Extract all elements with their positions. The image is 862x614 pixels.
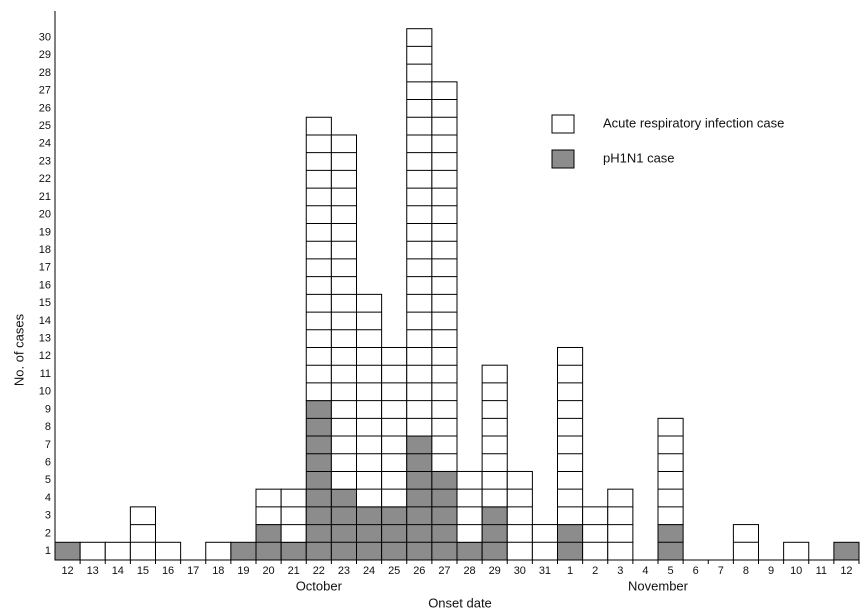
- month-label: October: [296, 578, 343, 593]
- y-tick-label: 24: [39, 138, 51, 150]
- y-tick-label: 9: [45, 403, 51, 415]
- y-tick-label: 30: [39, 31, 51, 43]
- bar-segment: [280, 541, 307, 561]
- y-tick-label: 20: [39, 209, 51, 221]
- x-tick-label: 10: [790, 565, 802, 577]
- x-tick-label: 1: [567, 565, 573, 577]
- legend-label: pH1N1 case: [603, 150, 675, 165]
- bar-segment: [481, 506, 508, 561]
- bar-segment: [381, 346, 408, 508]
- y-tick-label: 15: [39, 297, 51, 309]
- bar-segment: [280, 488, 307, 543]
- y-tick-label: 10: [39, 386, 51, 398]
- x-tick-label: 28: [463, 565, 475, 577]
- y-tick-label: 7: [45, 439, 51, 451]
- x-tick-label: 30: [514, 565, 526, 577]
- x-tick-label: 5: [668, 565, 674, 577]
- y-tick-label: 23: [39, 155, 51, 167]
- y-tick-label: 22: [39, 173, 51, 185]
- month-label: November: [628, 578, 689, 593]
- x-tick-label: 9: [768, 565, 774, 577]
- bar-segment: [205, 541, 232, 561]
- y-tick-label: 4: [45, 492, 51, 504]
- x-axis-label: Onset date: [428, 595, 492, 610]
- x-tick-label: 13: [87, 565, 99, 577]
- legend-swatch: [551, 149, 575, 169]
- bar-segment: [783, 541, 810, 561]
- bar-segment: [456, 541, 483, 561]
- bar-segment: [406, 28, 433, 437]
- bar-segment: [155, 541, 182, 561]
- y-tick-label: 17: [39, 262, 51, 274]
- y-tick-label: 21: [39, 191, 51, 203]
- y-tick-label: 2: [45, 527, 51, 539]
- y-tick-label: 18: [39, 244, 51, 256]
- x-tick-label: 14: [112, 565, 124, 577]
- x-tick-label: 20: [262, 565, 274, 577]
- y-tick-label: 3: [45, 510, 51, 522]
- x-tick-label: 2: [592, 565, 598, 577]
- y-tick-label: 19: [39, 226, 51, 238]
- legend-label: Acute respiratory infection case: [603, 115, 784, 130]
- x-tick-label: 11: [816, 565, 827, 577]
- bar-segment: [833, 541, 860, 561]
- legend-swatch: [551, 114, 575, 134]
- y-tick-label: 13: [39, 333, 51, 345]
- bar-segment: [356, 506, 383, 561]
- x-tick-label: 12: [61, 565, 73, 577]
- y-tick-label: 16: [39, 279, 51, 291]
- bar-segment: [305, 400, 332, 561]
- bar-segment: [406, 435, 433, 561]
- y-tick-label: 26: [39, 102, 51, 114]
- bar-segment: [431, 470, 458, 561]
- y-tick-label: 8: [45, 421, 51, 433]
- x-tick-label: 22: [313, 565, 325, 577]
- bar-segment: [230, 541, 257, 561]
- y-axis-label: No. of cases: [11, 313, 26, 386]
- x-tick-label: 27: [438, 565, 450, 577]
- y-tick-label: 28: [39, 67, 51, 79]
- x-tick-label: 15: [137, 565, 149, 577]
- x-tick-label: 4: [642, 565, 648, 577]
- x-tick-label: 12: [840, 565, 852, 577]
- x-tick-label: 25: [388, 565, 400, 577]
- x-tick-label: 6: [693, 565, 699, 577]
- bar-segment: [104, 541, 131, 561]
- x-tick-label: 29: [489, 565, 501, 577]
- y-tick-label: 14: [39, 315, 51, 327]
- x-tick-label: 21: [288, 565, 300, 577]
- y-tick-label: 25: [39, 120, 51, 132]
- y-tick-label: 11: [40, 368, 51, 380]
- x-tick-label: 24: [363, 565, 375, 577]
- x-tick-label: 23: [338, 565, 350, 577]
- x-tick-label: 19: [237, 565, 249, 577]
- x-tick-label: 16: [162, 565, 174, 577]
- x-tick-label: 7: [718, 565, 724, 577]
- bar-segment: [381, 506, 408, 561]
- bar-segment: [506, 470, 533, 561]
- y-tick-label: 27: [39, 85, 51, 97]
- y-tick-label: 5: [45, 474, 51, 486]
- bar-segment: [582, 506, 609, 561]
- x-tick-label: 3: [617, 565, 623, 577]
- x-tick-label: 31: [539, 565, 551, 577]
- x-tick-label: 17: [187, 565, 199, 577]
- y-tick-label: 29: [39, 49, 51, 61]
- bar-segment: [54, 541, 81, 561]
- bar-segment: [129, 506, 156, 561]
- y-tick-label: 1: [45, 545, 51, 557]
- x-tick-label: 8: [743, 565, 749, 577]
- x-tick-label: 26: [413, 565, 425, 577]
- y-tick-label: 12: [39, 350, 51, 362]
- bar-segment: [79, 541, 106, 561]
- x-tick-label: 18: [212, 565, 224, 577]
- y-tick-label: 6: [45, 457, 51, 469]
